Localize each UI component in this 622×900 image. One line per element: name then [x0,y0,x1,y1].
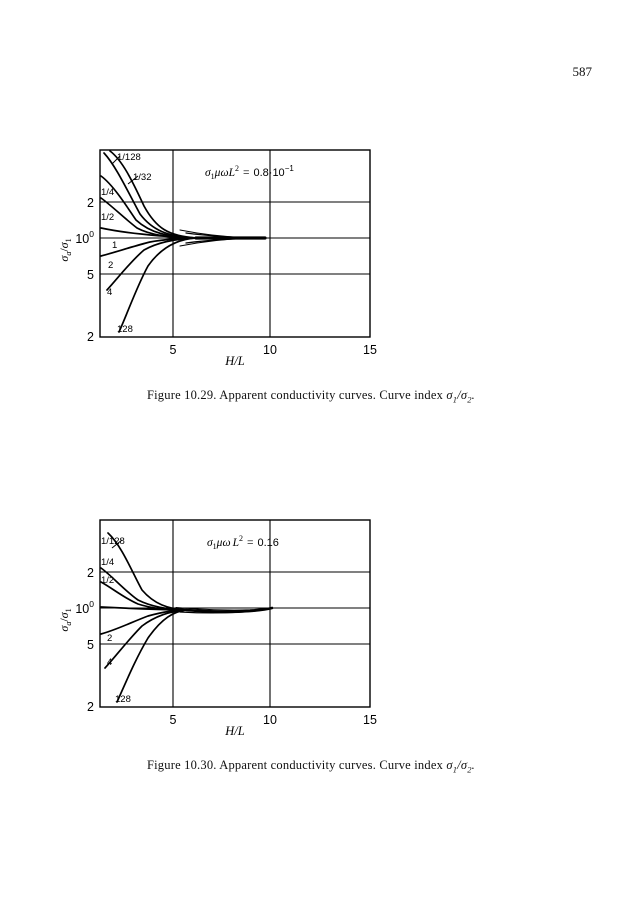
curve-label: 1 [112,240,117,251]
figure-caption-10-30: Figure 10.30. Apparent conductivity curv… [0,758,622,775]
curve-label: 2 [108,260,113,271]
annotation-value-exp: −1 [285,164,295,173]
annotation-mu-omega: μω [214,167,229,179]
curve-label: 1/32 [133,172,152,183]
annotation-sigma: σ [205,167,212,179]
y-tick-label: 100 [75,599,94,616]
curve-labels: 1/128 1/4 1/2 2 4 128 [101,536,131,705]
x-tick-label: 5 [170,343,177,357]
annotation-sigma-sub: 1 [211,172,215,181]
y-tick-label: 2 [87,700,94,714]
curve-label-leaders [111,155,139,185]
curve-label: 2 [107,633,112,644]
y-tick-label: 2 [87,330,94,344]
y-tick-label: 5 [87,638,94,652]
y-tick-label: 2 [87,196,94,210]
y-tick-label: 2 [87,566,94,580]
svg-text:σ1μωL2=0.8·10−1: σ1μωL2 = 0.8·10−1 [205,164,294,181]
annotation-equals: = [243,167,250,179]
chart-10-29: 1/128 1/32 1/4 1/2 1 2 4 128 σ1μωL2 = 0.8·… [0,140,622,365]
conductivity-curves [100,532,187,703]
plot-frame [99,149,371,338]
caption-prefix: Figure 10.30. [146,758,217,772]
conductivity-curves [100,150,197,333]
annotation-L: L [228,167,235,179]
y-tick-label: 100 [75,229,94,246]
figure-caption-10-29: Figure 10.29. Apparent conductivity curv… [0,388,622,405]
caption-text: Apparent conductivity curves. Curve inde… [219,388,444,402]
chart-10-29-svg: 1/128 1/32 1/4 1/2 1 2 4 128 σ1μωL2 = 0.8·… [57,149,377,365]
curve-label: 128 [117,324,133,335]
annotation-equation: σ1μω L2 = 0.16 [207,534,279,551]
curve-convergence-bundle [175,606,274,614]
svg-text:σa/σ1: σa/σ1 [57,238,73,261]
x-axis-title: H/L [224,354,245,365]
figure-10-30: 1/128 1/4 1/2 2 4 128 σ1μω L2 = 0.16 2 100 [0,510,622,735]
curve-label: 1/128 [117,152,141,163]
annotation-equals: = [247,537,254,549]
curve-convergence-bundle [179,229,267,247]
chart-10-30: 1/128 1/4 1/2 2 4 128 σ1μω L2 = 0.16 2 100 [0,510,622,735]
annotation-sigma-sub: 1 [213,542,217,551]
x-tick-label: 15 [363,713,377,727]
plot-frame [99,519,371,708]
x-tick-label: 15 [363,343,377,357]
curve-label: 1/4 [101,187,114,198]
page-number: 587 [572,64,593,79]
x-axis-ticks: 5 10 15 [170,713,377,727]
curve-label: 1/2 [101,212,114,223]
curve-label: 1/128 [101,536,125,547]
curve-label: 128 [115,694,131,705]
annotation-sigma: σ [207,537,214,549]
annotation-value: 0.8·10 [253,167,284,179]
annotation-L-exp: 2 [235,164,239,173]
curve-label: 1/4 [101,557,114,568]
y-axis-ticks: 2 100 5 2 [75,196,94,344]
svg-text:σ1μωL2=0.16: σ1μω L2 = 0.16 [207,534,279,551]
y-axis-title: σa/σ1 [57,608,73,631]
y-tick-label: 5 [87,268,94,282]
x-tick-label: 5 [170,713,177,727]
annotation-equation: σ1μωL2 = 0.8·10−1 [205,164,294,181]
annotation-L-exp: 2 [239,534,243,543]
svg-text:σa/σ1: σa/σ1 [57,608,73,631]
caption-index: σ1/σ2. [446,758,475,775]
x-axis-title: H/L [224,724,245,735]
caption-text: Apparent conductivity curves. Curve inde… [219,758,444,772]
curve-label: 4 [107,657,112,668]
caption-index: σ1/σ2. [446,388,475,405]
x-tick-label: 10 [263,343,277,357]
caption-prefix: Figure 10.29. [146,388,217,402]
curve-labels: 1/128 1/32 1/4 1/2 1 2 4 128 [101,152,152,335]
curve-label: 1/2 [101,575,114,586]
annotation-mu-omega: μω [216,537,231,549]
curve-label-leaders [111,539,123,549]
x-axis-ticks: 5 10 15 [170,343,377,357]
y-axis-ticks: 2 100 5 2 [75,566,94,714]
y-axis-title: σa/σ1 [57,238,73,261]
annotation-L: L [232,537,239,549]
annotation-value: 0.16 [257,537,278,549]
x-tick-label: 10 [263,713,277,727]
figure-10-29: 1/128 1/32 1/4 1/2 1 2 4 128 σ1μωL2 = 0.8·… [0,140,622,365]
curve-label: 4 [107,287,112,298]
chart-10-30-svg: 1/128 1/4 1/2 2 4 128 σ1μω L2 = 0.16 2 100 [57,519,377,735]
